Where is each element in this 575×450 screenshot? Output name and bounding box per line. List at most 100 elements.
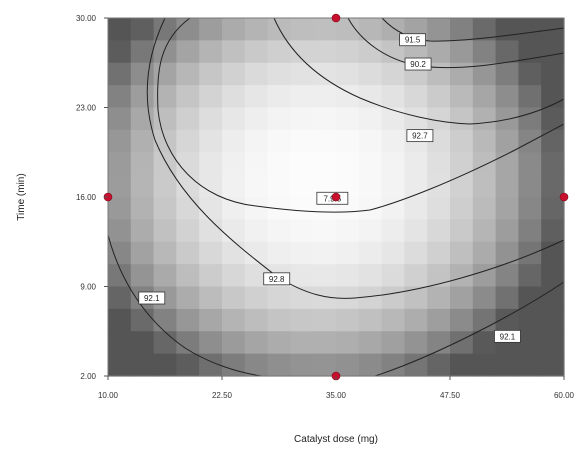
heat-cell: [450, 264, 474, 288]
heat-cell: [199, 152, 223, 176]
heat-cell: [358, 18, 383, 41]
heat-cell: [130, 264, 155, 288]
x-tick-label: 22.50: [212, 391, 233, 400]
heat-cell: [427, 308, 451, 332]
heat-cell: [244, 107, 269, 131]
heat-cell: [313, 62, 337, 86]
heat-cell: [267, 107, 291, 131]
heat-cell: [518, 308, 542, 332]
heat-cell: [381, 241, 405, 265]
heat-cell: [153, 331, 177, 355]
heat-cell: [381, 353, 405, 377]
heat-cell: [541, 85, 565, 109]
heat-cell: [199, 241, 223, 265]
heat-cell: [267, 286, 291, 310]
contour-label-box: [406, 129, 434, 143]
heat-cell: [290, 219, 314, 243]
heat-cell: [472, 219, 497, 243]
heat-cell: [108, 241, 132, 265]
heat-cell: [495, 62, 519, 86]
heat-cell: [290, 331, 314, 355]
heat-cell: [450, 40, 474, 64]
heat-cell: [541, 331, 565, 355]
heat-cell: [199, 18, 223, 41]
contour-label-box: [138, 291, 166, 305]
heat-cell: [358, 241, 383, 265]
heat-cell: [222, 353, 246, 377]
heat-cell: [472, 308, 497, 332]
heat-cell: [450, 107, 474, 131]
heat-cell: [199, 174, 223, 198]
heat-cell: [541, 152, 565, 176]
heat-cell: [358, 129, 383, 153]
heat-cell: [427, 18, 451, 41]
heat-cell: [130, 331, 155, 355]
heat-cell: [472, 62, 497, 86]
heat-cell: [130, 62, 155, 86]
heat-cell: [313, 129, 337, 153]
heat-cell: [313, 174, 337, 198]
heat-cell: [518, 241, 542, 265]
heat-cell: [108, 62, 132, 86]
heat-cell: [427, 40, 451, 64]
heat-cell: [108, 129, 132, 153]
heat-cell: [495, 85, 519, 109]
heat-cell: [518, 62, 542, 86]
heat-cell: [336, 152, 360, 176]
heat-cell: [313, 241, 337, 265]
contour-line: [374, 281, 565, 377]
heat-cell: [404, 331, 428, 355]
heat-cell: [130, 129, 155, 153]
contour-label: 92.1: [144, 294, 160, 303]
heat-cell: [222, 174, 246, 198]
heat-cell: [427, 107, 451, 131]
heatmap-background: [108, 18, 565, 377]
heat-cell: [518, 18, 542, 41]
heat-cell: [427, 197, 451, 220]
heat-cell: [381, 264, 405, 288]
heat-cell: [313, 286, 337, 310]
heat-cell: [176, 264, 200, 288]
heat-cell: [472, 129, 497, 153]
heat-cell: [381, 174, 405, 198]
heat-cell: [358, 331, 383, 355]
heat-cell: [472, 331, 497, 355]
heat-cell: [108, 308, 132, 332]
heat-cell: [381, 40, 405, 64]
heat-cell: [336, 174, 360, 198]
heat-cell: [336, 85, 360, 109]
x-tick-label: 10.00: [98, 391, 119, 400]
contour-label: 90.2: [410, 60, 426, 69]
heat-cell: [153, 85, 177, 109]
heat-cell: [290, 152, 314, 176]
heat-cell: [381, 219, 405, 243]
heat-cell: [427, 219, 451, 243]
heat-cell: [541, 62, 565, 86]
heat-cell: [450, 353, 474, 377]
heat-cell: [313, 40, 337, 64]
heat-cell: [108, 331, 132, 355]
heat-cell: [450, 174, 474, 198]
heat-cell: [244, 174, 269, 198]
heat-cell: [290, 264, 314, 288]
heat-cell: [244, 152, 269, 176]
heat-cell: [404, 286, 428, 310]
heat-cell: [130, 353, 155, 377]
design-point: [331, 192, 341, 202]
heat-cell: [381, 286, 405, 310]
heat-cell: [130, 219, 155, 243]
heat-cell: [267, 331, 291, 355]
heat-cell: [176, 18, 200, 41]
contour-line: [273, 17, 565, 125]
contour-line: [157, 17, 565, 213]
heat-cell: [518, 197, 542, 220]
heat-cell: [244, 286, 269, 310]
contour-label-box: [263, 272, 291, 286]
heat-cell: [313, 107, 337, 131]
heat-cell: [472, 353, 497, 377]
heat-cell: [153, 308, 177, 332]
heat-cell: [404, 174, 428, 198]
heat-cell: [130, 18, 155, 41]
y-tick-label: 30.00: [76, 14, 97, 23]
heat-cell: [176, 219, 200, 243]
